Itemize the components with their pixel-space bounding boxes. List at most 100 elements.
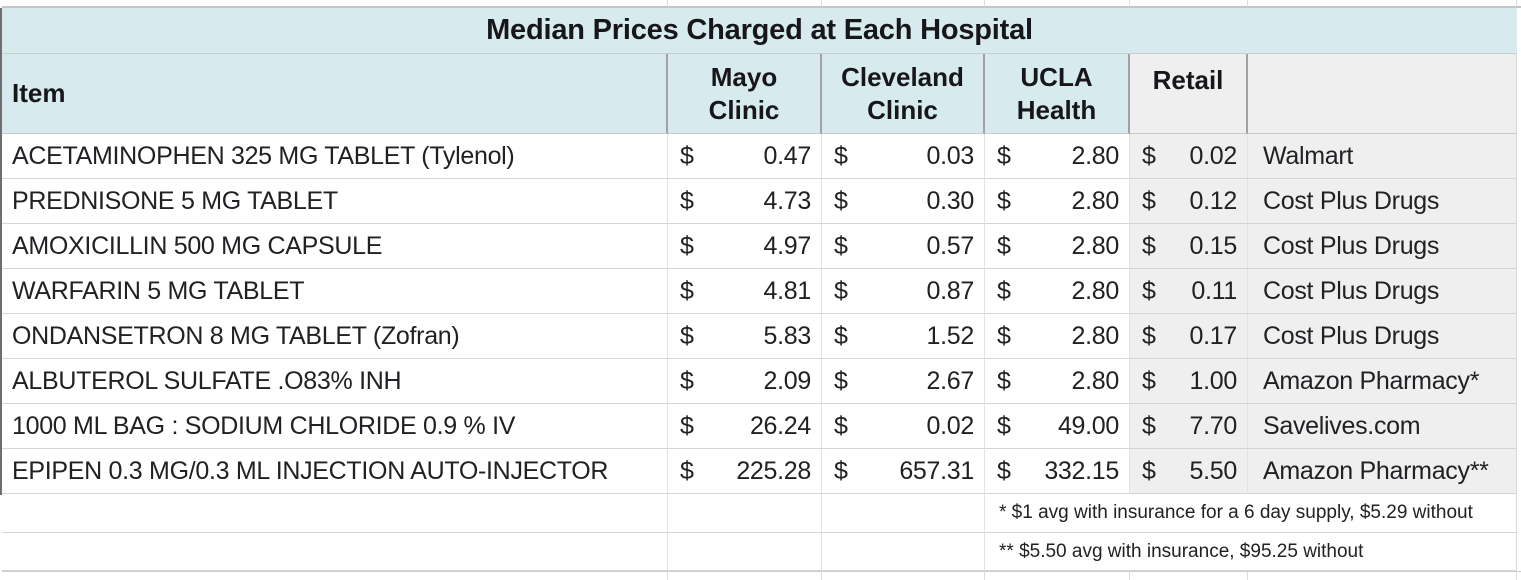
cell-price-cleveland[interactable]: $1.52 (822, 314, 985, 359)
cell-price-ucla[interactable]: $2.80 (985, 134, 1130, 179)
cell-price-ucla[interactable]: $2.80 (985, 359, 1130, 404)
cell-price-retail[interactable]: $0.12 (1130, 179, 1248, 224)
cell-price-ucla[interactable]: $2.80 (985, 179, 1130, 224)
cell-price-retail[interactable]: $0.17 (1130, 314, 1248, 359)
price-value: 5.50 (1189, 456, 1238, 485)
currency-symbol: $ (680, 276, 694, 305)
column-header-item[interactable]: Item (2, 54, 668, 134)
currency-symbol: $ (834, 456, 848, 485)
cell-price-mayo[interactable]: $225.28 (668, 449, 822, 494)
cell-price-cleveland[interactable]: $0.30 (822, 179, 985, 224)
cutoff-cell (1130, 571, 1248, 580)
cell-price-mayo[interactable]: $4.73 (668, 179, 822, 224)
cell-item[interactable]: AMOXICILLIN 500 MG CAPSULE (2, 224, 668, 269)
cell-retail-source[interactable]: Cost Plus Drugs (1248, 269, 1517, 314)
price-value: 0.57 (926, 231, 975, 260)
currency-symbol: $ (680, 366, 694, 395)
cell-price-ucla[interactable]: $332.15 (985, 449, 1130, 494)
cell-price-cleveland[interactable]: $2.67 (822, 359, 985, 404)
price-value: 2.80 (1071, 366, 1120, 395)
item-text: PREDNISONE 5 MG TABLET (12, 186, 338, 215)
price-value: 0.03 (926, 141, 975, 170)
cell-price-retail[interactable]: $7.70 (1130, 404, 1248, 449)
cutoff-cell (668, 0, 822, 8)
cell-price-ucla[interactable]: $2.80 (985, 269, 1130, 314)
cell-price-cleveland[interactable]: $0.03 (822, 134, 985, 179)
cell-price-retail[interactable]: $0.15 (1130, 224, 1248, 269)
currency-symbol: $ (997, 366, 1011, 395)
cutoff-cell (985, 0, 1130, 8)
empty-cell[interactable] (668, 494, 822, 533)
column-header-mayo-line2: Clinic (708, 94, 780, 125)
currency-symbol: $ (834, 186, 848, 215)
currency-symbol: $ (834, 141, 848, 170)
price-value: 0.11 (1191, 276, 1237, 305)
cell-price-retail[interactable]: $1.00 (1130, 359, 1248, 404)
currency-symbol: $ (680, 231, 694, 260)
column-header-ucla-health[interactable]: UCLA Health (985, 54, 1130, 134)
column-header-cleveland-clinic[interactable]: Cleveland Clinic (822, 54, 985, 134)
cell-item[interactable]: ALBUTEROL SULFATE .O83% INH (2, 359, 668, 404)
cell-price-mayo[interactable]: $26.24 (668, 404, 822, 449)
empty-cell[interactable] (822, 494, 985, 533)
cell-price-ucla[interactable]: $2.80 (985, 314, 1130, 359)
price-value: 7.70 (1189, 411, 1238, 440)
cell-retail-source[interactable]: Cost Plus Drugs (1248, 179, 1517, 224)
cell-retail-source[interactable]: Savelives.com (1248, 404, 1517, 449)
column-header-retail[interactable]: Retail (1130, 54, 1248, 134)
cutoff-cell (1517, 0, 1521, 8)
price-value: 657.31 (899, 456, 974, 485)
cell-item[interactable]: ONDANSETRON 8 MG TABLET (Zofran) (2, 314, 668, 359)
cell-price-cleveland[interactable]: $0.57 (822, 224, 985, 269)
footnote-single-asterisk[interactable]: * $1 avg with insurance for a 6 day supp… (985, 494, 1517, 533)
cell-price-retail[interactable]: $0.11 (1130, 269, 1248, 314)
cell-price-cleveland[interactable]: $657.31 (822, 449, 985, 494)
cell-item[interactable]: PREDNISONE 5 MG TABLET (2, 179, 668, 224)
column-header-mayo-clinic[interactable]: Mayo Clinic (668, 54, 822, 134)
cell-item[interactable]: EPIPEN 0.3 MG/0.3 ML INJECTION AUTO-INJE… (2, 449, 668, 494)
footnote-text: ** $5.50 avg with insurance, $95.25 with… (999, 540, 1364, 562)
price-value: 0.15 (1189, 231, 1238, 260)
cell-price-ucla[interactable]: $2.80 (985, 224, 1130, 269)
cutoff-cell (2, 571, 668, 580)
cell-retail-source[interactable]: Amazon Pharmacy** (1248, 449, 1517, 494)
cell-retail-source[interactable]: Cost Plus Drugs (1248, 314, 1517, 359)
empty-cell[interactable] (822, 533, 985, 571)
currency-symbol: $ (834, 321, 848, 350)
cell-retail-source[interactable]: Amazon Pharmacy* (1248, 359, 1517, 404)
cell-price-mayo[interactable]: $4.97 (668, 224, 822, 269)
table-title-cell[interactable]: Median Prices Charged at Each Hospital (2, 8, 1517, 54)
column-header-source-blank[interactable] (1248, 54, 1517, 134)
margin-cell (1517, 314, 1521, 359)
cell-price-mayo[interactable]: $4.81 (668, 269, 822, 314)
margin-cell (1517, 359, 1521, 404)
cell-price-mayo[interactable]: $5.83 (668, 314, 822, 359)
cell-item[interactable]: 1000 ML BAG : SODIUM CHLORIDE 0.9 % IV (2, 404, 668, 449)
item-text: WARFARIN 5 MG TABLET (12, 276, 305, 305)
margin-cell (1517, 449, 1521, 494)
cell-price-mayo[interactable]: $0.47 (668, 134, 822, 179)
price-value: 2.80 (1071, 186, 1120, 215)
column-header-retail-label: Retail (1152, 65, 1224, 95)
empty-cell[interactable] (2, 494, 668, 533)
empty-cell[interactable] (668, 533, 822, 571)
item-text: EPIPEN 0.3 MG/0.3 ML INJECTION AUTO-INJE… (12, 456, 609, 485)
cell-price-cleveland[interactable]: $0.87 (822, 269, 985, 314)
cell-price-retail[interactable]: $0.02 (1130, 134, 1248, 179)
cell-price-retail[interactable]: $5.50 (1130, 449, 1248, 494)
price-value: 2.80 (1071, 141, 1120, 170)
price-value: 4.73 (763, 186, 812, 215)
cell-item[interactable]: ACETAMINOPHEN 325 MG TABLET (Tylenol) (2, 134, 668, 179)
column-header-cleveland-line1: Cleveland (841, 62, 964, 92)
price-value: 0.87 (926, 276, 975, 305)
cell-price-ucla[interactable]: $49.00 (985, 404, 1130, 449)
cell-price-cleveland[interactable]: $0.02 (822, 404, 985, 449)
item-text: AMOXICILLIN 500 MG CAPSULE (12, 231, 383, 260)
empty-cell[interactable] (2, 533, 668, 571)
cell-price-mayo[interactable]: $2.09 (668, 359, 822, 404)
cell-retail-source[interactable]: Walmart (1248, 134, 1517, 179)
footnote-double-asterisk[interactable]: ** $5.50 avg with insurance, $95.25 with… (985, 533, 1517, 571)
cell-retail-source[interactable]: Cost Plus Drugs (1248, 224, 1517, 269)
cell-item[interactable]: WARFARIN 5 MG TABLET (2, 269, 668, 314)
